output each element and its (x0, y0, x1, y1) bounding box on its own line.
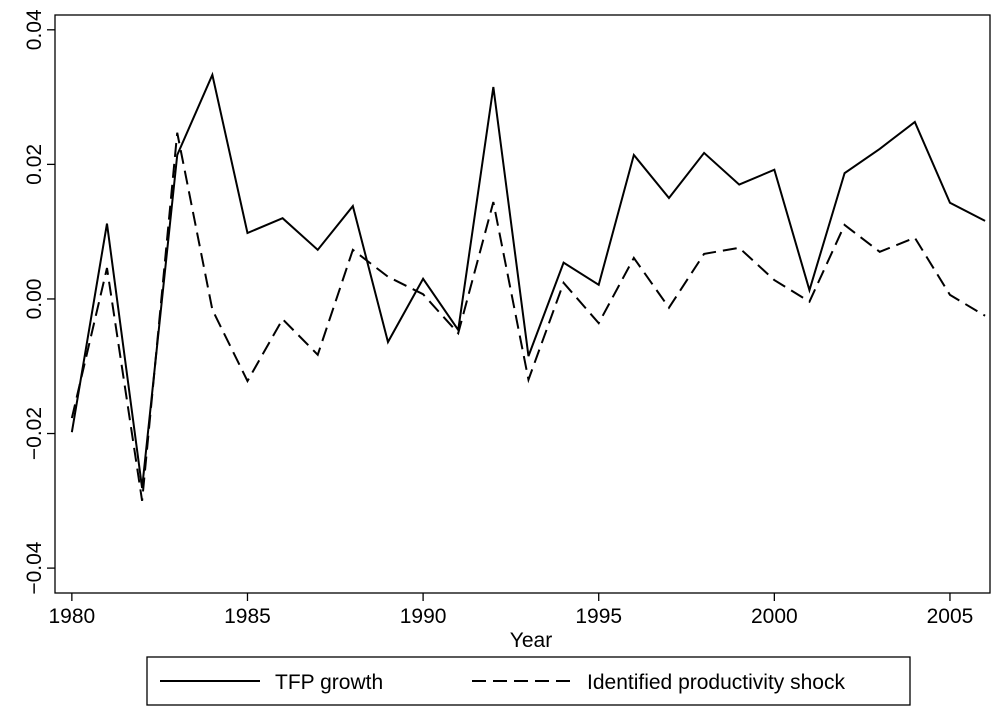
x-axis-label: Year (510, 629, 552, 652)
series-line (70, 132, 986, 501)
legend-box (146, 656, 911, 706)
x-tick-label: 1995 (575, 605, 622, 628)
legend-label: TFP growth (275, 671, 383, 694)
x-tick-label: 1985 (224, 605, 271, 628)
y-tick-label: 0.04 (23, 9, 46, 50)
plot-frame (54, 14, 991, 594)
x-tick-label: 1980 (49, 605, 96, 628)
legend-label: Identified productivity shock (587, 671, 845, 694)
y-tick-label: −0.02 (23, 407, 46, 460)
series-line (70, 71, 986, 489)
x-tick-label: 1990 (400, 605, 447, 628)
y-tick-label: −0.04 (23, 541, 46, 594)
x-tick-label: 2000 (751, 605, 798, 628)
y-tick-label: 0.02 (23, 144, 46, 185)
y-tick-label: 0.00 (23, 279, 46, 320)
x-tick-label: 2005 (927, 605, 974, 628)
